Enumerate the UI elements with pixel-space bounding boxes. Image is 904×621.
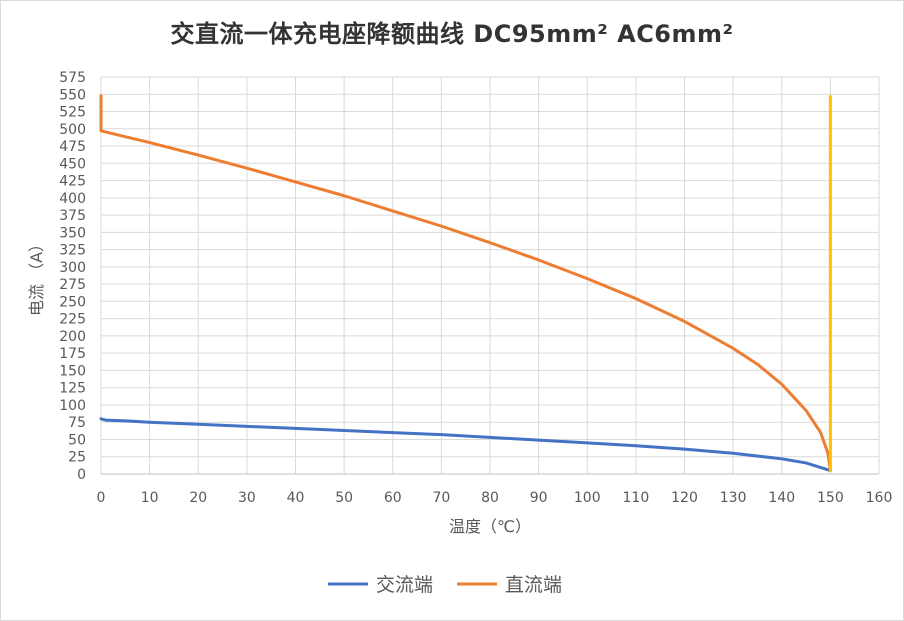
y-tick-label: 575 [59,70,86,86]
x-tick-label: 30 [238,490,256,506]
y-tick-label: 300 [59,260,86,276]
x-tick-label: 40 [287,490,305,506]
y-tick-label: 275 [59,277,86,293]
x-tick-label: 150 [817,490,844,506]
x-tick-label: 70 [432,490,450,506]
grid-lines [100,76,880,475]
x-tick-label: 60 [384,490,402,506]
y-tick-label: 350 [59,225,86,241]
y-tick-label: 250 [59,294,86,310]
y-tick-label: 425 [59,174,86,190]
y-tick-label: 325 [59,243,86,259]
y-tick-label: 50 [68,432,86,448]
x-axis-title: 温度（℃） [449,517,531,536]
y-tick-label: 0 [77,467,86,483]
x-tick-label: 10 [141,490,159,506]
y-tick-label: 375 [59,208,86,224]
x-tick-label: 80 [481,490,499,506]
series-lines [99,94,832,473]
y-tick-label: 550 [59,87,86,103]
y-tick-label: 125 [59,381,86,397]
y-tick-label: 400 [59,191,86,207]
y-tick-label: 175 [59,346,86,362]
chart-title: 交直流一体充电座降额曲线 DC95mm² AC6mm² [170,20,734,48]
x-tick-label: 90 [530,490,548,506]
x-tick-label: 110 [623,490,650,506]
series-line-dc [99,94,832,473]
y-tick-label: 525 [59,105,86,121]
x-tick-label: 0 [97,490,106,506]
y-tick-label: 75 [68,415,86,431]
y-tick-label: 500 [59,122,86,138]
legend-label-dc: 直流端 [505,574,562,596]
y-tick-label: 25 [68,450,86,466]
x-tick-label: 140 [768,490,795,506]
legend: 交流端 直流端 [328,574,562,596]
y-tick-label: 200 [59,329,86,345]
y-tick-label: 475 [59,139,86,155]
y-tick-label: 450 [59,156,86,172]
x-tick-label: 160 [866,490,893,506]
y-tick-label: 225 [59,312,86,328]
y-tick-label: 150 [59,363,86,379]
legend-label-ac: 交流端 [376,574,433,596]
axis-labels: 电流 （A） 温度（℃） 025507510012515017520022525… [27,70,892,536]
y-tick-label: 100 [59,398,86,414]
x-tick-label: 130 [720,490,747,506]
x-tick-label: 20 [189,490,207,506]
y-axis-title: 电流 （A） [27,236,46,316]
x-tick-label: 120 [671,490,698,506]
x-tick-label: 50 [335,490,353,506]
series-line-ac [99,417,832,473]
x-tick-label: 100 [574,490,601,506]
